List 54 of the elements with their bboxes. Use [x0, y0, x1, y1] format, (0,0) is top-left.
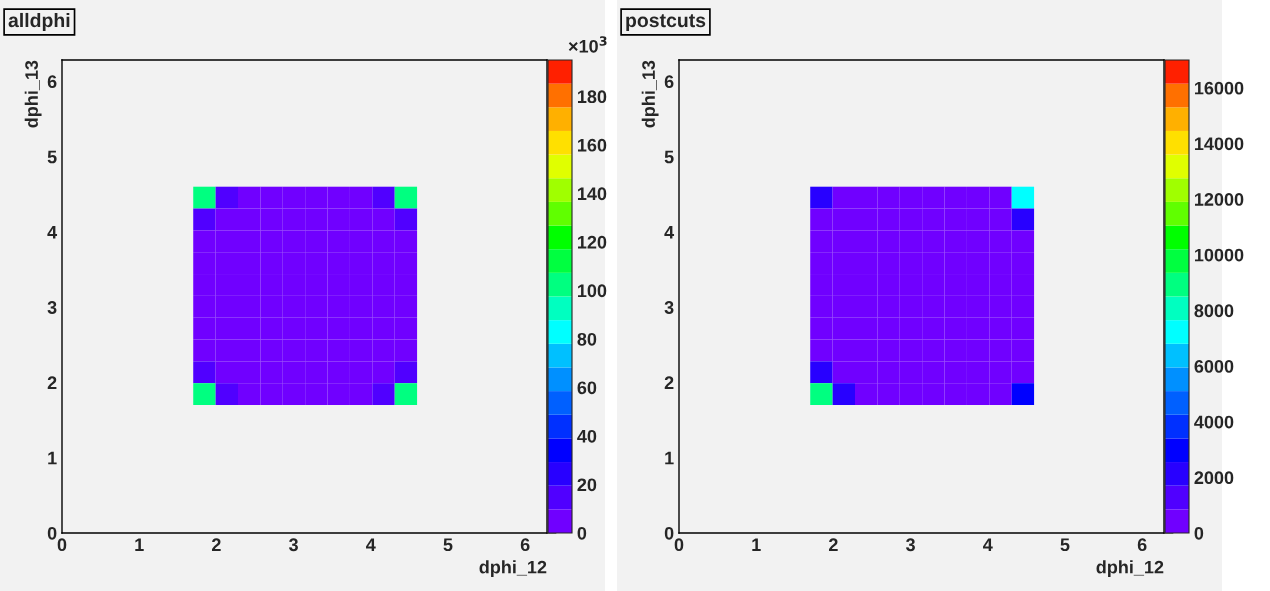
x-tick-label: 3 — [288, 538, 298, 552]
text: ×10$^{3}$ — [568, 36, 607, 53]
y-tick-label: 5 — [47, 150, 57, 164]
color-bar-label: 4000 — [1194, 415, 1234, 429]
x-tick-label: 3 — [905, 538, 915, 552]
chart-title: alldphi — [8, 12, 70, 32]
color-bar-label: 10000 — [1195, 248, 1244, 262]
y-tick-label: 3 — [47, 301, 57, 314]
color-bar-label: 20 — [577, 478, 597, 492]
y-tick-label: 0 — [47, 526, 57, 540]
x-tick-label: 0 — [674, 538, 684, 552]
y-tick-label: 4 — [664, 225, 675, 239]
x-tick-label: 5 — [1060, 538, 1070, 552]
x-tick-label: 6 — [1137, 538, 1147, 552]
color-bar-label: 140 — [578, 187, 607, 201]
chart-title: postcuts — [626, 14, 706, 32]
color-bar-label: 12000 — [1195, 193, 1244, 206]
color-bar-label: 0 — [1194, 526, 1204, 540]
color-bar-label: 40 — [577, 429, 597, 443]
color-bar-label: 8000 — [1194, 304, 1234, 318]
x-tick-label: 2 — [211, 538, 221, 551]
color-bar-label: 0 — [577, 526, 587, 540]
color-bar-label: 60 — [577, 381, 597, 395]
color-bar-label: 160 — [578, 138, 607, 152]
x-tick-label: 6 — [520, 538, 530, 552]
color-bar-label: 80 — [577, 332, 597, 346]
color-bar-label: 6000 — [1194, 359, 1234, 373]
color-bar-label: 2000 — [1194, 471, 1234, 485]
y-tick-label: 1 — [665, 451, 674, 465]
color-bar-label: 14000 — [1195, 137, 1244, 151]
x-axis-title: dphi_12 — [1096, 560, 1164, 578]
color-bar-label: 120 — [578, 235, 607, 249]
y-tick-label: 6 — [664, 75, 674, 89]
y-axis-title: dphi_13 — [24, 60, 42, 128]
x-tick-label: 2 — [828, 538, 838, 551]
x-tick-label: 0 — [57, 538, 67, 552]
x-tick-label: 1 — [752, 538, 761, 551]
y-tick-label: 6 — [47, 75, 57, 89]
x-tick-label: 5 — [443, 538, 453, 552]
color-bar-label: 16000 — [1195, 81, 1244, 95]
y-tick-label: 0 — [664, 526, 674, 540]
y-axis-title: dphi_13 — [641, 60, 659, 128]
color-bar-label: 180 — [578, 90, 607, 104]
y-tick-label: 3 — [664, 301, 674, 314]
x-tick-label: 1 — [135, 538, 144, 551]
y-tick-label: 5 — [664, 150, 674, 164]
x-tick-label: 4 — [366, 538, 376, 551]
x-axis-title: dphi_12 — [479, 560, 547, 578]
x-tick-label: 4 — [983, 538, 993, 551]
y-tick-label: 2 — [664, 376, 674, 389]
y-tick-label: 4 — [47, 225, 58, 239]
color-bar-label: 100 — [578, 284, 607, 298]
y-tick-label: 2 — [47, 376, 57, 389]
y-tick-label: 1 — [48, 451, 57, 465]
